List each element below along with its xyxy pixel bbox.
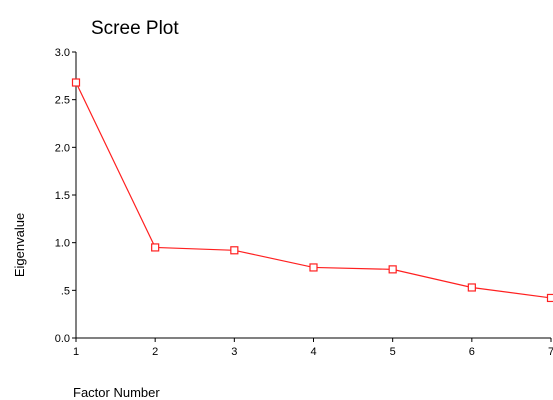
- data-point: [309, 263, 318, 272]
- data-point: [388, 265, 397, 274]
- data-point: [230, 246, 239, 255]
- x-tick-label: 3: [231, 346, 237, 358]
- data-point: [151, 243, 160, 252]
- y-tick-label: .5: [61, 285, 70, 297]
- data-point: [467, 283, 476, 292]
- y-tick-label: 1.0: [55, 238, 70, 250]
- chart-title: Scree Plot: [91, 18, 179, 39]
- y-axis-label: Eigenvalue: [12, 213, 27, 277]
- y-tick-label: 0.0: [55, 333, 70, 345]
- y-tick-label: 2.0: [55, 142, 70, 154]
- x-tick-label: 7: [548, 346, 553, 358]
- x-tick-label: 1: [73, 346, 79, 358]
- y-tick-label: 2.5: [55, 95, 70, 107]
- axes: 0.0 .5 1.0 1.5 2.0 2.5 3.0 1 2 3 4 5 6 7: [55, 47, 553, 358]
- x-tick-label: 5: [390, 346, 396, 358]
- x-tick-label: 2: [152, 346, 158, 358]
- data-point: [71, 78, 81, 87]
- y-tick-label: 1.5: [55, 190, 70, 202]
- data-point: [546, 293, 553, 303]
- x-axis-label: Factor Number: [73, 385, 160, 400]
- x-tick-label: 4: [310, 346, 316, 358]
- y-tick-label: 3.0: [55, 47, 70, 59]
- x-tick-label: 6: [469, 346, 475, 358]
- series-group: [71, 78, 553, 303]
